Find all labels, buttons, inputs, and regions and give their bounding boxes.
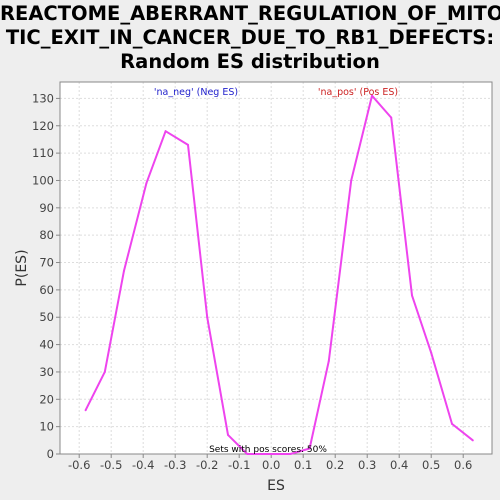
y-tick-label: 20 (39, 392, 54, 406)
data-point (289, 453, 292, 455)
data-point (164, 130, 167, 133)
x-tick-label: 0.0 (262, 458, 280, 472)
data-point (390, 116, 393, 119)
pos-es-label: 'na_pos' (Pos ES) (318, 87, 398, 98)
x-tick-label: 0.3 (358, 458, 376, 472)
x-tick-label: -0.6 (68, 458, 90, 472)
y-tick-label: 10 (39, 420, 54, 434)
x-tick-label: -0.2 (196, 458, 218, 472)
data-point (227, 433, 229, 436)
data-point (371, 94, 373, 97)
title-line-2: TIC_EXIT_IN_CANCER_DUE_TO_RB1_DEFECTS: (5, 26, 495, 49)
y-tick-label: 0 (47, 447, 54, 461)
y-tick-label: 80 (39, 228, 54, 242)
x-tick-label: -0.5 (100, 458, 122, 472)
x-axis-label: ES (267, 478, 285, 494)
data-point (451, 422, 453, 425)
data-point (270, 453, 273, 455)
title-line-1: REACTOME_ABERRANT_REGULATION_OF_MITO (0, 2, 500, 25)
data-point (411, 294, 413, 297)
x-ticks: -0.6 -0.5 -0.4 -0.3 -0.2 -0.1 0.0 0.1 0.2 0.3 0.4 0… (68, 454, 472, 472)
y-tick-label: 120 (32, 119, 54, 133)
y-tick-label: 50 (39, 310, 54, 324)
x-tick-label: 0.2 (326, 458, 344, 472)
x-tick-label: 0.6 (454, 458, 472, 472)
data-point (350, 179, 353, 182)
neg-es-label: 'na_neg' (Neg ES) (154, 87, 238, 98)
y-axis-label: P(ES) (14, 249, 30, 286)
x-tick-label: -0.4 (132, 458, 154, 472)
title-line-3: Random ES distribution (120, 50, 380, 73)
x-tick-label: 0.5 (422, 458, 440, 472)
data-point (84, 409, 87, 412)
y-tick-label: 60 (39, 283, 54, 297)
pos-scores-label: Sets with pos scores: 50% (209, 445, 327, 455)
x-tick-label: -0.1 (228, 458, 250, 472)
data-point (246, 453, 249, 455)
data-point (187, 143, 189, 146)
data-point (123, 269, 125, 272)
grid-lines (60, 82, 492, 455)
es-distribution-line (84, 94, 474, 455)
data-point (145, 182, 148, 185)
series-layer (84, 94, 474, 455)
data-point (103, 370, 106, 373)
data-point (308, 447, 311, 450)
x-tick-label: -0.3 (164, 458, 186, 472)
data-point (327, 360, 330, 362)
y-tick-label: 30 (39, 365, 54, 379)
y-ticks: 0 10 20 30 40 50 60 70 80 90 100 110 120 130 (32, 91, 60, 461)
y-tick-label: 70 (39, 256, 54, 270)
chart-title: REACTOME_ABERRANT_REGULATION_OF_MITO TIC… (0, 2, 500, 74)
x-tick-label: 0.4 (390, 458, 408, 472)
y-tick-label: 100 (32, 173, 54, 187)
y-tick-label: 130 (32, 91, 54, 105)
data-point (471, 439, 474, 442)
y-tick-label: 40 (39, 338, 54, 352)
data-point (430, 351, 433, 354)
plot-area (60, 82, 492, 454)
y-tick-label: 110 (32, 146, 54, 160)
data-point (206, 316, 209, 319)
y-tick-label: 90 (39, 201, 54, 215)
x-tick-label: 0.1 (294, 458, 312, 472)
